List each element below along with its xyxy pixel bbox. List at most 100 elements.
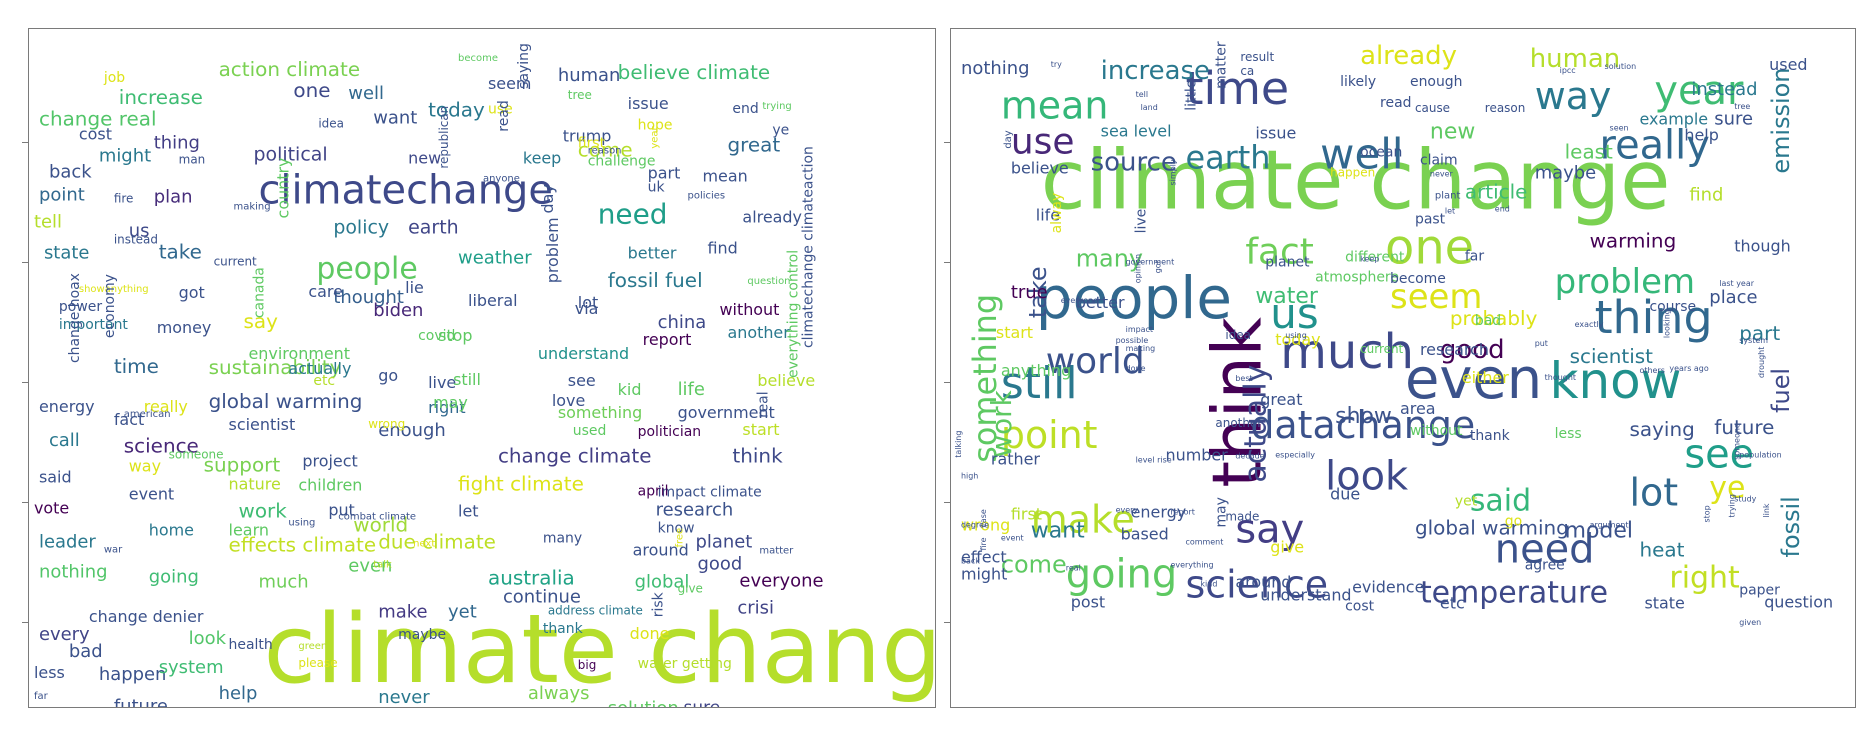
- word-never: never: [378, 687, 430, 707]
- word-research: research: [1420, 340, 1489, 359]
- word-ca: ca: [1240, 64, 1254, 78]
- word-see: see: [1684, 432, 1754, 478]
- word-simply: simply: [1169, 159, 1178, 185]
- word-start: start: [742, 420, 779, 439]
- word-change-real: change real: [39, 107, 157, 131]
- word-effects-climate: effects climate: [229, 532, 377, 556]
- word-might: might: [99, 146, 151, 167]
- word-effect: effect: [961, 547, 1007, 566]
- word-case: case: [979, 509, 988, 527]
- word-think: think: [732, 444, 783, 468]
- word-one: one: [1385, 220, 1474, 275]
- word-fire: fire: [979, 537, 988, 550]
- word-example: example: [1639, 110, 1708, 129]
- word-population: population: [1739, 451, 1781, 460]
- word-fact: fact: [1245, 231, 1313, 272]
- word-believe: believe: [757, 371, 815, 390]
- word-though: though: [1734, 236, 1790, 255]
- word-first: first: [1011, 505, 1042, 524]
- word-even: even: [348, 555, 392, 576]
- word-current: current: [1360, 342, 1403, 356]
- word-life: life: [678, 379, 705, 400]
- word-project: project: [302, 452, 357, 471]
- word-atmosphere: atmosphere: [1315, 269, 1399, 285]
- word-etc: etc: [313, 373, 335, 389]
- word-change-hoax: change hoax: [67, 273, 83, 363]
- word-war: war: [104, 544, 123, 555]
- word-go: go: [378, 366, 398, 385]
- word-crisi: crisi: [737, 597, 774, 618]
- word-please: please: [298, 656, 337, 670]
- word-everyone: everyone: [1061, 296, 1098, 305]
- word-world: world: [1046, 341, 1145, 382]
- word-little: little: [1183, 80, 1199, 111]
- word-another: another: [1215, 416, 1262, 430]
- word-vote: vote: [34, 499, 69, 518]
- word-scientist: scientist: [229, 415, 296, 434]
- word-sustainability: sustainability: [209, 355, 342, 379]
- word-government: government: [678, 403, 775, 422]
- word-showanything: showanything: [79, 284, 149, 295]
- word-thank: thank: [543, 621, 584, 637]
- word-say: say: [244, 309, 279, 333]
- word-link: link: [1762, 503, 1771, 517]
- word-understand: understand: [538, 344, 629, 363]
- word-real: real: [1066, 563, 1081, 572]
- word-less: less: [1555, 426, 1582, 442]
- word-science: science: [124, 434, 199, 458]
- word-issue: issue: [1255, 124, 1296, 143]
- word-paper: paper: [1739, 582, 1780, 598]
- word-bad: bad: [1475, 313, 1501, 329]
- word-high: high: [961, 472, 978, 481]
- word-see: see: [568, 371, 596, 390]
- word-money: money: [157, 318, 212, 337]
- word-really: really: [144, 397, 188, 416]
- word-actually: actually: [1238, 365, 1273, 483]
- word-idea: idea: [318, 117, 344, 131]
- word-via: via: [575, 299, 599, 318]
- word-republican: republican: [437, 106, 451, 169]
- word-cloud-left-canvas: climate change climatechange people need act…: [34, 43, 935, 707]
- word-politician: politician: [638, 424, 701, 440]
- word-tree: tree: [1734, 102, 1750, 111]
- word-day: day: [538, 184, 557, 213]
- word-question: question: [1764, 592, 1833, 611]
- word-nothing: nothing: [39, 561, 108, 582]
- word-something: something: [558, 403, 642, 422]
- word-level-rise: level rise: [1136, 456, 1172, 465]
- word-today: today: [428, 98, 485, 122]
- word-energy: energy: [1131, 503, 1187, 522]
- word-maybe: maybe: [1535, 163, 1597, 184]
- word-live: live: [1134, 209, 1150, 234]
- word-every: every: [1116, 506, 1139, 515]
- word-temperature: temperature: [1420, 575, 1608, 610]
- word-great: great: [727, 133, 780, 157]
- word-especially: especially: [1275, 451, 1315, 460]
- word-least: least: [1565, 140, 1613, 164]
- word-future: future: [1714, 415, 1774, 439]
- word-heat: heat: [1639, 537, 1684, 561]
- word-instead: instead: [114, 232, 158, 246]
- word-go: go: [1505, 514, 1522, 530]
- word-article: article: [1465, 180, 1528, 204]
- word-scientist: scientist: [1570, 344, 1654, 368]
- word-likely: likely: [1340, 74, 1376, 90]
- word-find: find: [1689, 185, 1723, 206]
- word-important: important: [59, 317, 128, 333]
- word-let: let: [1445, 206, 1455, 215]
- word-keep: keep: [523, 149, 561, 168]
- word-solution: solution: [608, 698, 679, 707]
- word-argument: argument: [1590, 521, 1629, 530]
- word-ocean: ocean: [1360, 145, 1402, 161]
- word-lot: lot: [1629, 471, 1678, 515]
- word-maybe: maybe: [398, 627, 446, 643]
- word-seem: seem: [1390, 277, 1482, 316]
- word-read: read: [496, 100, 512, 131]
- word-many: many: [543, 530, 582, 546]
- word-point: point: [39, 185, 85, 206]
- word-well: well: [348, 83, 384, 104]
- word-well: well: [1320, 130, 1403, 179]
- word-thought: thought: [1545, 373, 1576, 382]
- word-man: man: [179, 153, 206, 167]
